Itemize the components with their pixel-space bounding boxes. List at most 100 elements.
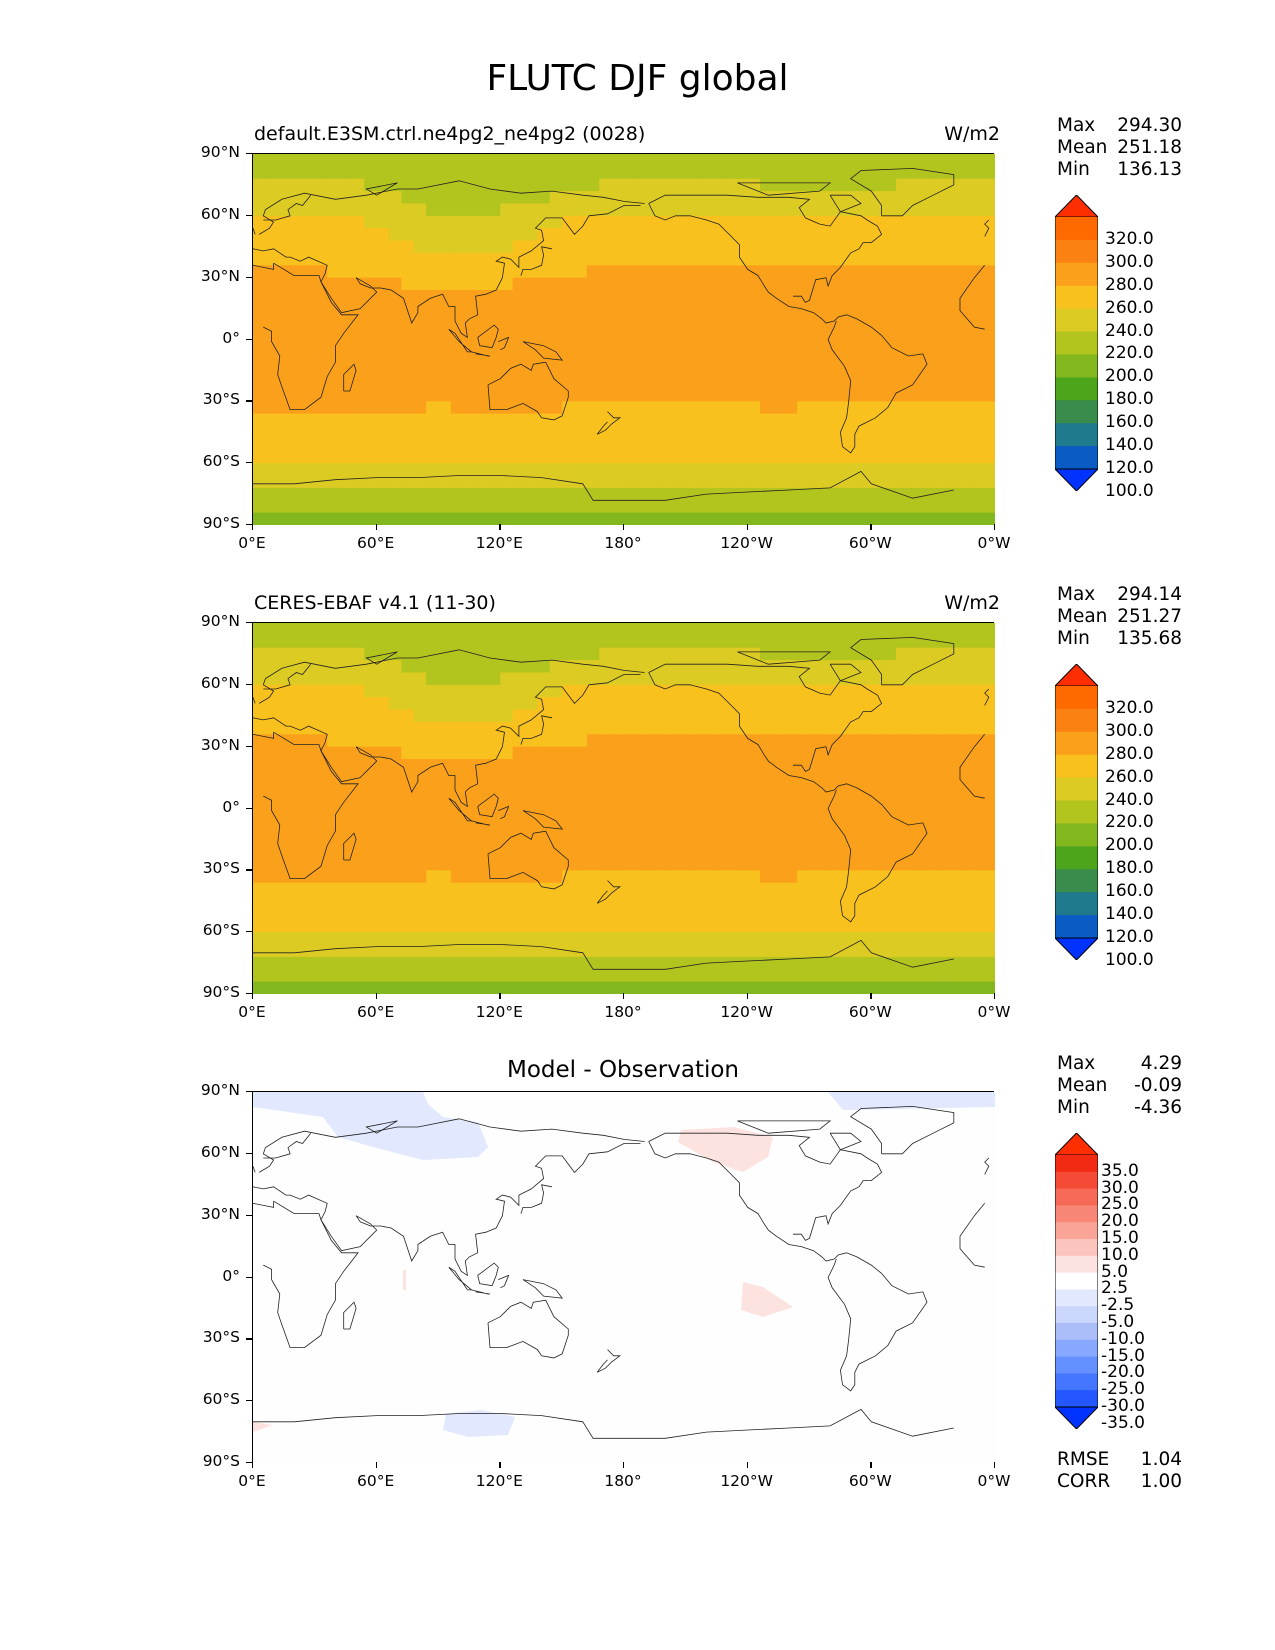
contour-cell <box>896 709 910 723</box>
contour-cell <box>710 746 724 760</box>
contour-cell <box>920 783 934 797</box>
contour-cell <box>945 647 959 661</box>
contour-cell <box>760 265 773 279</box>
contour-cell <box>698 672 712 686</box>
contour-cell <box>957 870 971 884</box>
contour-cell <box>624 759 637 772</box>
contour-cell <box>970 919 984 933</box>
contour-cell <box>747 290 761 303</box>
contour-cell <box>512 882 526 896</box>
contour-cell <box>624 252 637 266</box>
contour-cell <box>450 709 464 723</box>
contour-cell <box>450 426 464 440</box>
contour-cell <box>549 265 563 279</box>
contour-cell <box>351 833 365 847</box>
contour-cell <box>698 191 712 205</box>
contour-cell <box>710 290 724 303</box>
contour-cell <box>784 252 798 266</box>
contour-cell <box>599 882 613 896</box>
contour-cell <box>970 376 984 390</box>
contour-cell <box>401 746 415 760</box>
contour-cell <box>908 771 922 785</box>
contour-cell <box>327 833 341 847</box>
contour-cell <box>896 438 910 452</box>
contour-cell <box>438 820 452 834</box>
contour-cell <box>772 351 786 365</box>
contour-cell <box>413 290 427 303</box>
contour-cell <box>957 944 971 958</box>
contour-cell <box>710 647 724 661</box>
contour-cell <box>933 413 947 427</box>
contour-cell <box>611 265 625 279</box>
contour-cell <box>933 388 947 402</box>
contour-cell <box>797 845 811 859</box>
contour-cell <box>549 956 563 970</box>
contour-cell <box>982 709 995 723</box>
contour-cell <box>821 376 835 390</box>
contour-cell <box>537 277 551 291</box>
contour-cell <box>290 500 304 514</box>
contour-cell <box>525 413 539 427</box>
contour-cell <box>920 388 934 402</box>
contour-cell <box>302 401 316 415</box>
contour-cell <box>648 882 662 896</box>
contour-cell <box>586 721 600 735</box>
contour-cell <box>327 870 341 884</box>
contour-cell <box>586 487 600 501</box>
contour-cell <box>290 203 304 217</box>
contour-cell <box>821 314 835 328</box>
contour-cell <box>797 796 811 810</box>
contour-cell <box>599 401 613 415</box>
contour-cell <box>760 166 773 180</box>
contour-cell <box>290 277 304 291</box>
contour-cell <box>438 746 452 760</box>
contour-cell <box>413 969 427 983</box>
contour-cell <box>784 721 798 735</box>
contour-cell <box>685 635 699 649</box>
contour-cell <box>253 302 266 316</box>
contour-cell <box>401 882 415 896</box>
contour-cell <box>487 154 501 167</box>
contour-cell <box>339 401 353 415</box>
contour-cell <box>933 438 947 452</box>
contour-cell <box>277 475 291 489</box>
contour-cell <box>871 265 885 279</box>
contour-cell <box>661 463 675 477</box>
contour-cell <box>574 796 588 810</box>
contour-cell <box>673 895 687 909</box>
colorbar-segment <box>1055 1289 1098 1307</box>
contour-cell <box>970 351 984 365</box>
contour-cell <box>722 512 736 525</box>
x-tick-label: 60°E <box>357 1003 395 1021</box>
contour-cell <box>821 512 835 525</box>
contour-cell <box>760 833 773 847</box>
contour-cell <box>908 154 922 167</box>
contour-cell <box>636 388 650 402</box>
contour-cell <box>413 895 427 909</box>
contour-cell <box>525 500 539 514</box>
contour-cell <box>846 228 860 242</box>
contour-cell <box>549 833 563 847</box>
contour-cell <box>253 833 266 847</box>
contour-cell <box>957 154 971 167</box>
contour-cell <box>970 240 984 254</box>
contour-cell <box>698 709 712 723</box>
contour-cell <box>512 512 526 525</box>
contour-cell <box>549 647 563 661</box>
contour-cell <box>290 709 304 723</box>
contour-cell <box>722 709 736 723</box>
contour-cell <box>401 475 415 489</box>
contour-cell <box>784 808 798 822</box>
contour-cell <box>562 376 576 390</box>
contour-cell <box>661 895 675 909</box>
contour-cell <box>636 203 650 217</box>
contour-cell <box>611 277 625 291</box>
contour-cell <box>265 721 279 735</box>
contour-cell <box>710 721 724 735</box>
contour-cell <box>351 351 365 365</box>
contour-cell <box>685 647 699 661</box>
contour-cell <box>797 388 811 402</box>
contour-cell <box>376 277 390 291</box>
contour-cell <box>957 820 971 834</box>
contour-cell <box>933 265 947 279</box>
